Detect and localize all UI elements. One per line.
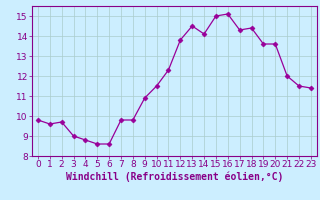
X-axis label: Windchill (Refroidissement éolien,°C): Windchill (Refroidissement éolien,°C) — [66, 172, 283, 182]
